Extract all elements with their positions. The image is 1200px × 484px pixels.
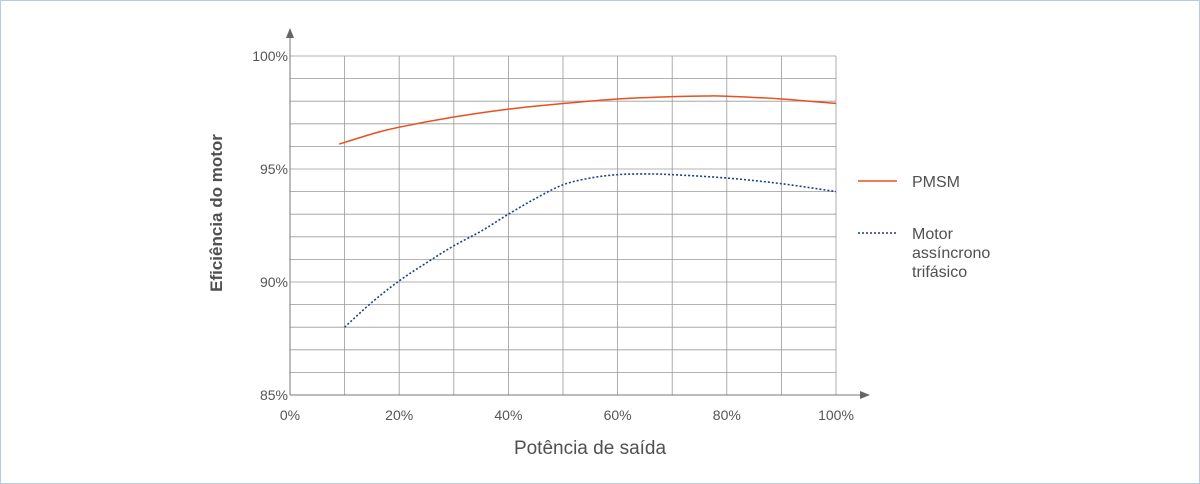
x-tick-label: 20% [385,407,413,423]
series-line-pmsm [338,95,837,145]
y-tick-label: 90% [260,274,288,290]
y-tick-label: 95% [260,161,288,177]
y-tick-label: 85% [260,387,288,403]
legend-label: PMSM [912,174,960,191]
series-line-async-motor [344,173,837,328]
y-tick-label: 100% [252,48,288,64]
x-tick-label: 60% [604,407,632,423]
y-axis-arrow [286,28,294,38]
legend-label: trifásico [912,264,967,281]
x-tick-label: 80% [713,407,741,423]
y-axis-label: Eficiência do motor [207,134,226,292]
legend-label: Motor [912,226,954,243]
legend: PMSM Motor assíncrono trifásico [858,174,990,281]
x-tick-label: 0% [280,407,300,423]
x-tick-label: 40% [494,407,522,423]
series-lines [338,95,837,328]
x-tick-label: 100% [818,407,854,423]
tick-labels: 0% 20% 40% 60% 80% 100% 85% 90% 95% 100% [252,48,854,423]
legend-label: assíncrono [912,245,990,262]
grid [290,55,837,395]
x-axis-arrow [860,391,870,399]
axes [286,28,870,399]
x-axis-label: Potência de saída [514,438,667,459]
